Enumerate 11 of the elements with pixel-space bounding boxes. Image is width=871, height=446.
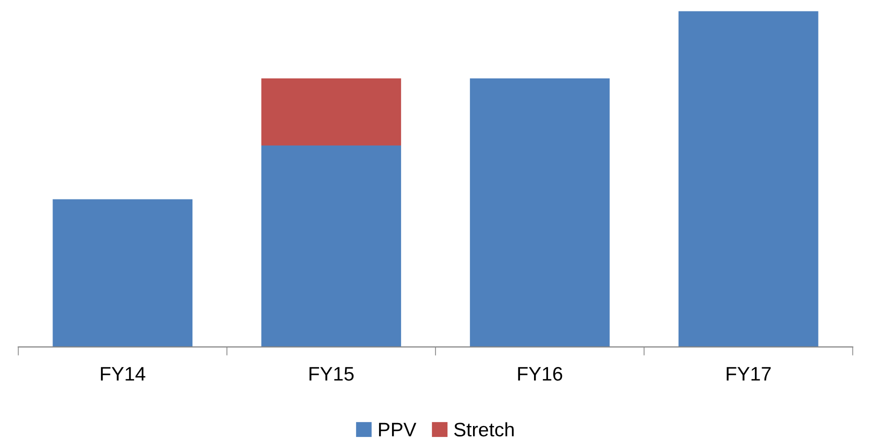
bar xyxy=(261,145,402,347)
x-tick-label: FY17 xyxy=(726,367,771,381)
x-tick-label: FY15 xyxy=(310,367,354,381)
bar xyxy=(470,78,610,347)
bar xyxy=(261,78,402,146)
bar xyxy=(678,11,818,347)
legend-label: PPV xyxy=(379,422,416,436)
x-tick-label: FY16 xyxy=(518,366,562,381)
bar xyxy=(52,199,192,347)
legend-label: Stretch xyxy=(454,422,514,436)
x-tick-label: FY14 xyxy=(100,367,146,381)
